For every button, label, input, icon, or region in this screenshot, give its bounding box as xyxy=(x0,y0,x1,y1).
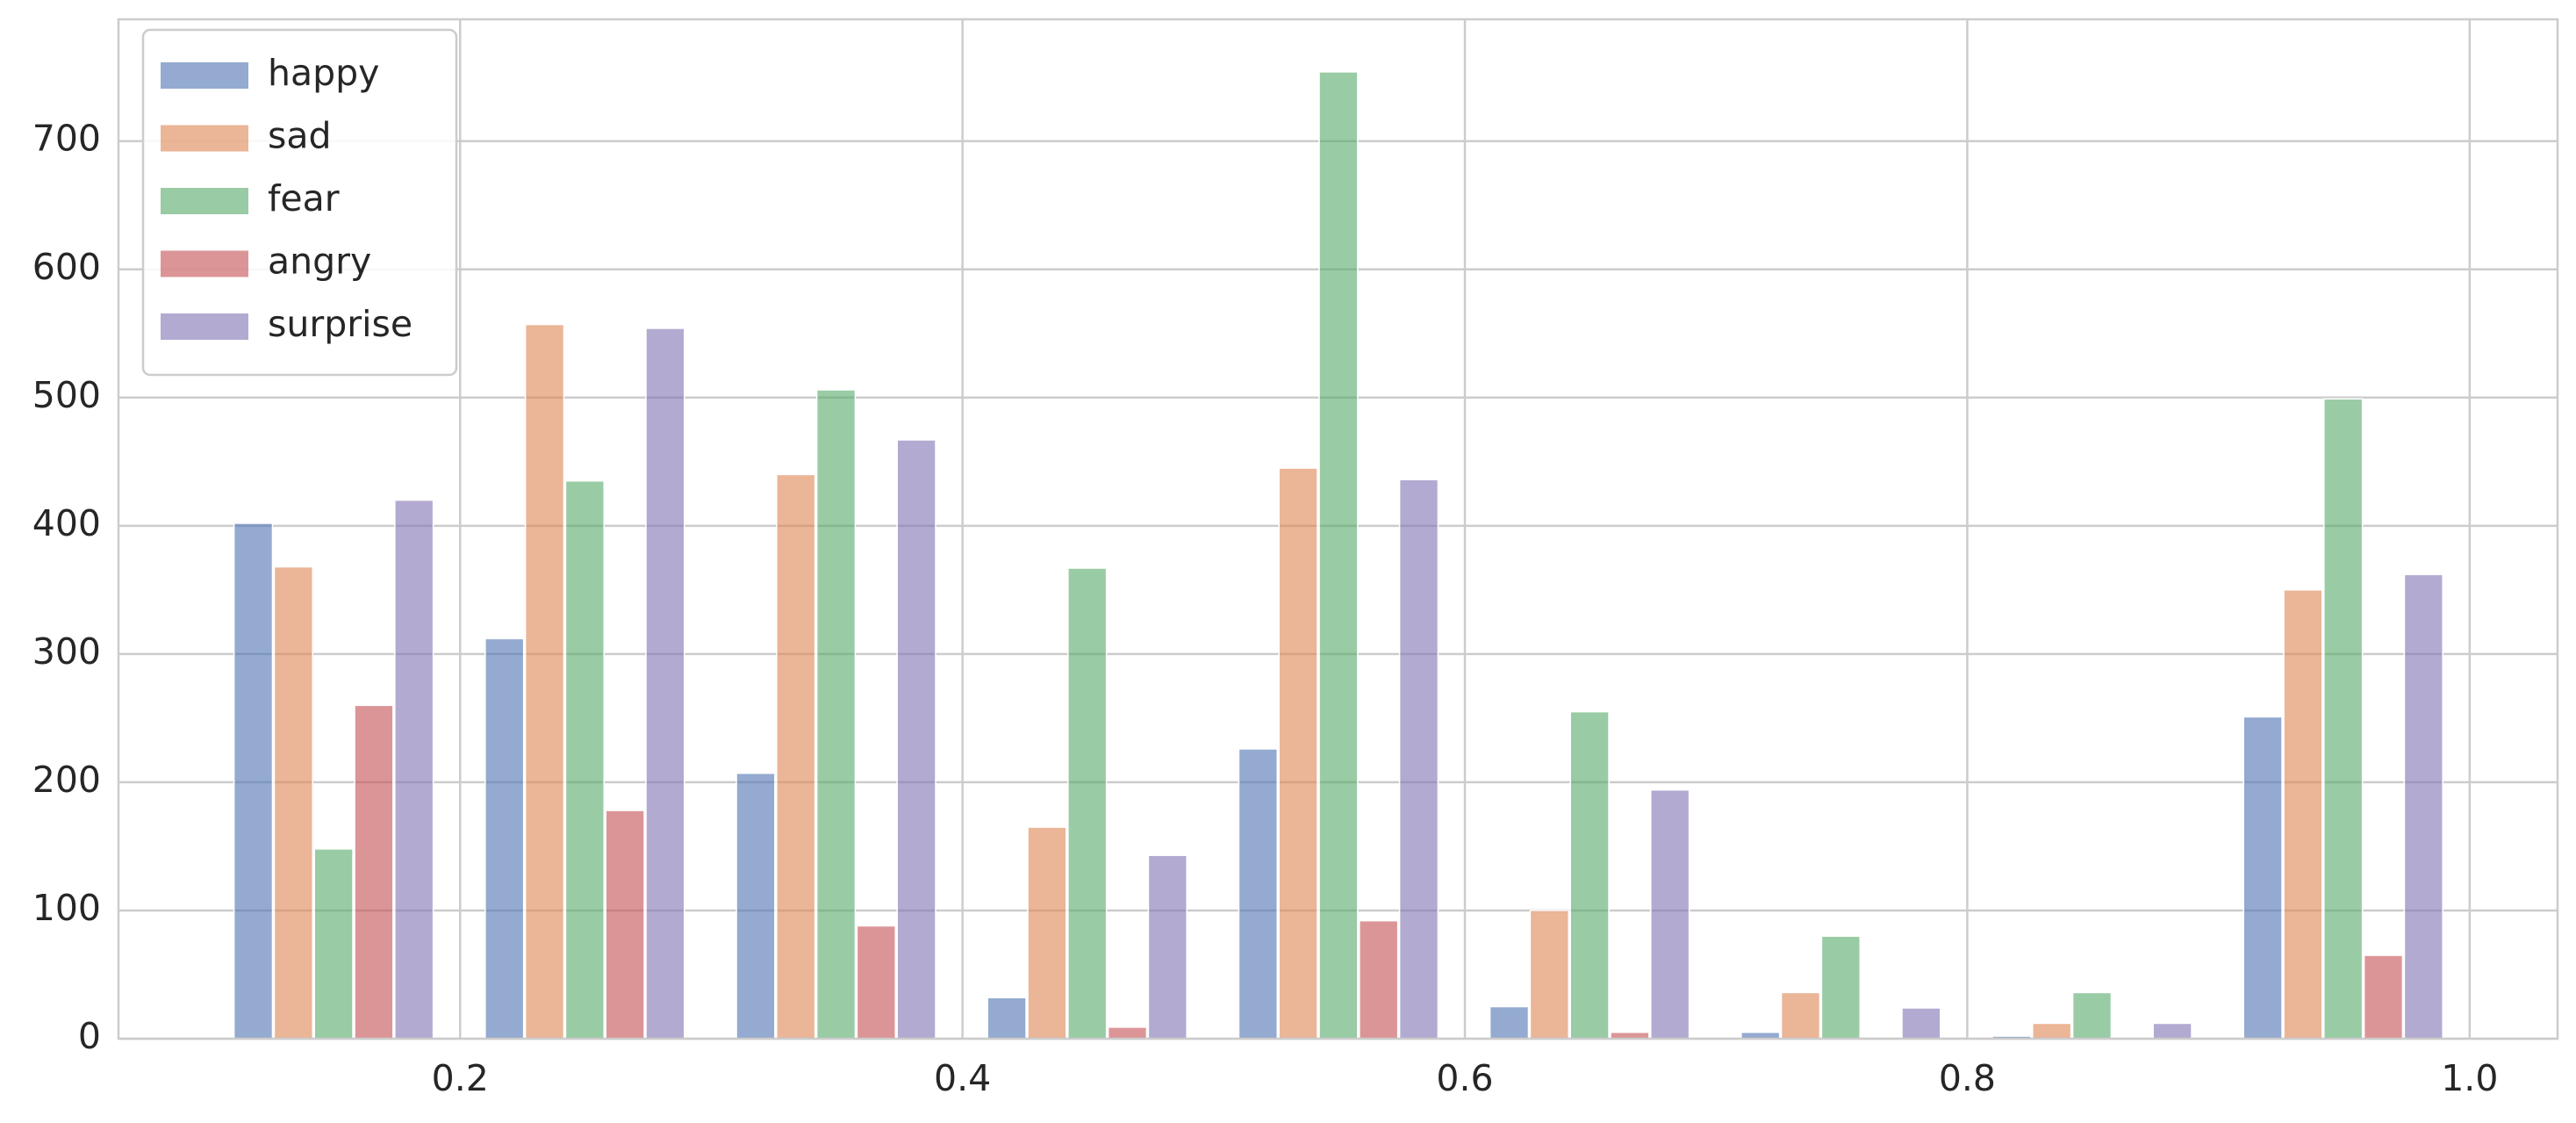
y-tick-label: 600 xyxy=(32,246,101,288)
y-tick-label: 100 xyxy=(32,887,101,929)
bar xyxy=(2283,589,2323,1040)
bar xyxy=(313,848,354,1040)
bar xyxy=(2152,1022,2192,1040)
legend-box xyxy=(141,28,458,377)
legend-label: fear xyxy=(268,177,340,220)
bar xyxy=(1107,1026,1148,1040)
bar xyxy=(1780,991,1821,1040)
bar xyxy=(354,704,394,1040)
bar xyxy=(735,772,776,1040)
legend-swatch xyxy=(161,62,248,89)
y-tick-label: 0 xyxy=(78,1015,101,1057)
legend-label: angry xyxy=(268,241,371,283)
bar xyxy=(776,473,816,1040)
bar xyxy=(2242,716,2283,1040)
bar xyxy=(1650,788,1690,1040)
x-tick-label: 0.2 xyxy=(432,1057,489,1099)
bar xyxy=(896,439,936,1040)
legend-swatch xyxy=(161,313,248,340)
bar xyxy=(1067,567,1108,1040)
bar xyxy=(2363,954,2404,1040)
bar xyxy=(605,810,645,1040)
bar xyxy=(233,522,274,1040)
y-tick-label: 200 xyxy=(32,759,101,801)
y-tick-label: 500 xyxy=(32,374,101,416)
bar xyxy=(815,389,857,1040)
plot-frame xyxy=(117,18,2559,1040)
bar xyxy=(1489,1005,1530,1040)
bar xyxy=(394,499,434,1040)
legend-swatch xyxy=(161,188,248,214)
bar xyxy=(1147,854,1188,1040)
x-tick-label: 0.8 xyxy=(1939,1057,1996,1099)
bar xyxy=(1398,479,1439,1040)
legend-label: happy xyxy=(268,52,379,94)
bar xyxy=(1359,919,1399,1040)
bar xyxy=(2403,573,2443,1040)
bar xyxy=(524,323,565,1040)
bar xyxy=(1027,826,1067,1040)
bar xyxy=(987,997,1027,1040)
bar xyxy=(1278,467,1318,1040)
bar xyxy=(2323,398,2364,1040)
bar xyxy=(1529,910,1569,1040)
bar xyxy=(564,479,605,1040)
legend-swatch xyxy=(161,125,248,152)
y-tick-label: 400 xyxy=(32,502,101,544)
bar xyxy=(2071,991,2113,1040)
y-tick-label: 300 xyxy=(32,630,101,673)
x-tick-label: 0.4 xyxy=(934,1057,991,1099)
legend-label: sad xyxy=(268,115,332,157)
bar xyxy=(1569,710,1610,1040)
bar xyxy=(484,637,525,1040)
legend-swatch xyxy=(161,250,248,277)
x-tick-label: 0.6 xyxy=(1436,1057,1493,1099)
bar xyxy=(1318,71,1359,1040)
legend-label: surprise xyxy=(268,303,413,345)
bar xyxy=(1238,748,1278,1040)
bar xyxy=(856,925,896,1040)
bar xyxy=(2032,1022,2072,1040)
bar xyxy=(1820,935,1861,1040)
x-tick-label: 1.0 xyxy=(2441,1057,2498,1099)
y-tick-label: 700 xyxy=(32,118,101,160)
bar xyxy=(1901,1007,1941,1040)
bar xyxy=(273,565,313,1040)
bar xyxy=(645,328,685,1040)
